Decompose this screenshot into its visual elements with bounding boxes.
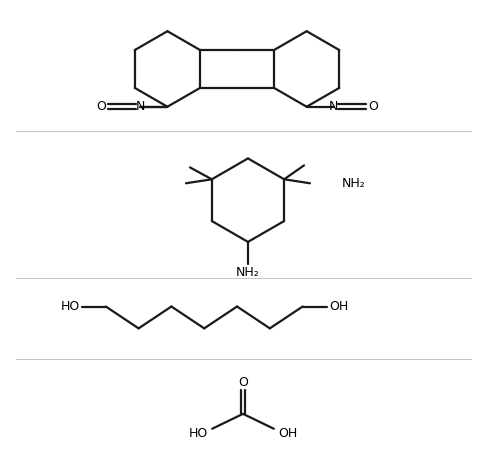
Text: OH: OH [278, 427, 298, 440]
Text: N: N [329, 100, 338, 113]
Text: HO: HO [188, 427, 208, 440]
Text: O: O [368, 100, 378, 113]
Text: O: O [96, 100, 106, 113]
Text: N: N [136, 100, 145, 113]
Text: NH₂: NH₂ [342, 177, 366, 190]
Text: OH: OH [329, 300, 348, 313]
Text: HO: HO [60, 300, 79, 313]
Text: NH₂: NH₂ [236, 266, 260, 279]
Text: O: O [238, 376, 248, 389]
